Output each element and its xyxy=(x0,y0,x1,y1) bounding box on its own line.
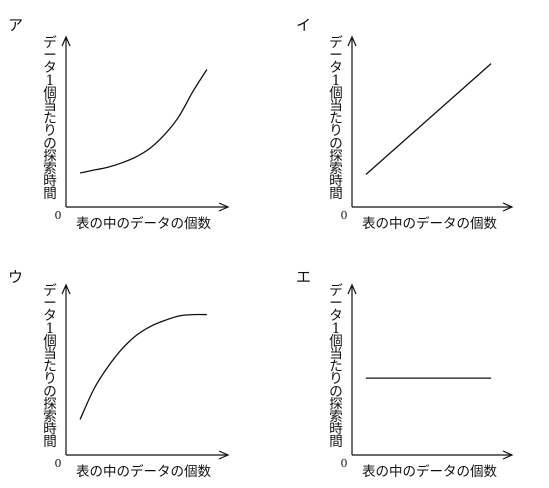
y-axis-label-char: 当 xyxy=(329,346,343,362)
y-axis-label-char: 時 xyxy=(329,174,343,190)
data-curve-linear-increase xyxy=(365,63,492,175)
y-axis-label-char: 当 xyxy=(329,98,343,114)
graph-panel-e: エ 0 表の中のデータの個数 データ 1 個当たりの探索時間 xyxy=(296,268,514,480)
y-axis-label-char: 時 xyxy=(43,422,57,438)
y-axis-arrow-icon xyxy=(61,35,71,47)
y-axis-label-char: 1 xyxy=(332,73,341,89)
y-axis-label-char: り xyxy=(329,371,343,387)
y-axis-label-char: 1 xyxy=(46,321,55,337)
origin-label: 0 xyxy=(341,209,348,222)
y-axis-label: データ 1 個当たりの探索時間 xyxy=(43,34,57,202)
y-axis-label-char: タ xyxy=(43,308,57,324)
y-axis-label-char: 間 xyxy=(43,186,57,202)
y-axis-label: データ 1 個当たりの探索時間 xyxy=(329,282,343,450)
y-axis-label-char: 個 xyxy=(43,333,57,349)
y-axis-label-char: デ xyxy=(329,282,343,299)
panel-label: イ xyxy=(296,16,311,34)
origin-label: 0 xyxy=(55,209,62,222)
y-axis-label-char: の xyxy=(329,136,343,152)
y-axis-label-char: 間 xyxy=(43,434,57,450)
y-axis-label-char: 個 xyxy=(329,333,343,349)
y-axis-label: データ 1 個当たりの探索時間 xyxy=(43,282,57,450)
x-axis-label: 表の中のデータの個数 xyxy=(76,215,211,232)
y-axis-label-char: の xyxy=(43,384,57,400)
data-curve-increase-then-level-off xyxy=(79,313,207,420)
y-axis-arrow-icon xyxy=(347,35,357,47)
y-axis-label-char: 探 xyxy=(43,396,57,412)
y-axis-label-char: た xyxy=(329,111,343,127)
y-axis-label-char: 探 xyxy=(329,396,343,412)
y-axis-label-char: 間 xyxy=(329,186,343,202)
y-axis-label-char: 索 xyxy=(43,409,57,425)
panel-label: エ xyxy=(296,268,311,286)
y-axis-label-char: 1 xyxy=(332,321,341,337)
y-axis-label-char: り xyxy=(43,123,57,139)
data-curve-exponential-increase xyxy=(79,69,208,174)
y-axis-label-char: た xyxy=(43,111,57,127)
x-axis-arrow-icon xyxy=(502,202,514,212)
y-axis-label-char: た xyxy=(329,359,343,375)
y-axis-label-char: 時 xyxy=(43,174,57,190)
graph-panel-a: ア 0 表の中のデータの個数 データ 1 個当たりの探索時間 xyxy=(8,16,230,232)
y-axis-label-char: 1 xyxy=(46,73,55,89)
y-axis-arrow-icon xyxy=(347,283,357,295)
x-axis-label: 表の中のデータの個数 xyxy=(362,215,497,232)
y-axis-label-char: デ xyxy=(329,34,343,51)
y-axis-label-char: タ xyxy=(329,308,343,324)
y-axis-label-char: 個 xyxy=(329,85,343,101)
x-axis-arrow-icon xyxy=(502,450,514,460)
y-axis-label-char: た xyxy=(43,359,57,375)
y-axis-label-char: り xyxy=(329,123,343,139)
x-axis-arrow-icon xyxy=(218,202,230,212)
y-axis-label-char: 探 xyxy=(329,148,343,164)
y-axis-label: データ 1 個当たりの探索時間 xyxy=(329,34,343,202)
y-axis-label-char: デ xyxy=(43,34,57,51)
y-axis-label-char: 探 xyxy=(43,148,57,164)
y-axis-label-char: 当 xyxy=(43,98,57,114)
y-axis-label-char: タ xyxy=(329,60,343,76)
panel-label: ア xyxy=(8,16,23,34)
y-axis-label-char: 索 xyxy=(329,161,343,177)
graph-panel-u: ウ 0 表の中のデータの個数 データ 1 個当たりの探索時間 xyxy=(8,268,230,480)
x-axis-label: 表の中のデータの個数 xyxy=(76,463,211,480)
y-axis-label-char: の xyxy=(43,136,57,152)
y-axis-label-char: 時 xyxy=(329,422,343,438)
y-axis-label-char: デ xyxy=(43,282,57,299)
y-axis-label-char: タ xyxy=(43,60,57,76)
y-axis-label-char: 索 xyxy=(43,161,57,177)
y-axis-label-char: ー xyxy=(329,296,343,312)
origin-label: 0 xyxy=(55,457,62,470)
y-axis-label-char: り xyxy=(43,371,57,387)
panel-label: ウ xyxy=(8,268,23,286)
y-axis-label-char: ー xyxy=(43,48,57,64)
origin-label: 0 xyxy=(341,457,348,470)
y-axis-label-char: 索 xyxy=(329,409,343,425)
y-axis-label-char: 当 xyxy=(43,346,57,362)
y-axis-label-char: の xyxy=(329,384,343,400)
y-axis-label-char: ー xyxy=(43,296,57,312)
y-axis-label-char: 個 xyxy=(43,85,57,101)
x-axis-label: 表の中のデータの個数 xyxy=(362,463,497,480)
x-axis-arrow-icon xyxy=(218,450,230,460)
y-axis-label-char: ー xyxy=(329,48,343,64)
y-axis-label-char: 間 xyxy=(329,434,343,450)
y-axis-arrow-icon xyxy=(61,283,71,295)
graph-panel-i: イ 0 表の中のデータの個数 データ 1 個当たりの探索時間 xyxy=(296,16,514,232)
